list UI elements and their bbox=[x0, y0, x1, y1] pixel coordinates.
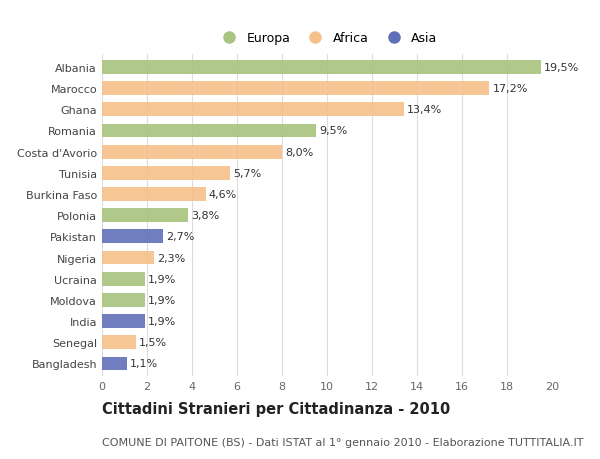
Text: 2,7%: 2,7% bbox=[166, 232, 194, 242]
Text: 1,9%: 1,9% bbox=[148, 274, 176, 284]
Text: 2,3%: 2,3% bbox=[157, 253, 185, 263]
Text: 1,9%: 1,9% bbox=[148, 295, 176, 305]
Text: 1,9%: 1,9% bbox=[148, 316, 176, 326]
Bar bbox=[102, 82, 489, 96]
Bar bbox=[102, 251, 154, 265]
Bar bbox=[102, 336, 136, 349]
Text: 9,5%: 9,5% bbox=[319, 126, 347, 136]
Bar bbox=[102, 230, 163, 244]
Bar bbox=[102, 272, 145, 286]
Bar bbox=[102, 146, 282, 159]
Bar bbox=[102, 357, 127, 370]
Text: Cittadini Stranieri per Cittadinanza - 2010: Cittadini Stranieri per Cittadinanza - 2… bbox=[102, 401, 450, 416]
Text: COMUNE DI PAITONE (BS) - Dati ISTAT al 1° gennaio 2010 - Elaborazione TUTTITALIA: COMUNE DI PAITONE (BS) - Dati ISTAT al 1… bbox=[102, 437, 583, 447]
Text: 17,2%: 17,2% bbox=[493, 84, 528, 94]
Text: 3,8%: 3,8% bbox=[191, 211, 219, 221]
Bar bbox=[102, 293, 145, 307]
Text: 1,5%: 1,5% bbox=[139, 337, 167, 347]
Text: 5,7%: 5,7% bbox=[233, 168, 262, 179]
Legend: Europa, Africa, Asia: Europa, Africa, Asia bbox=[217, 33, 437, 45]
Bar bbox=[102, 167, 230, 180]
Text: 8,0%: 8,0% bbox=[286, 147, 314, 157]
Bar bbox=[102, 188, 205, 202]
Text: 4,6%: 4,6% bbox=[209, 190, 237, 200]
Bar bbox=[102, 314, 145, 328]
Text: 13,4%: 13,4% bbox=[407, 105, 442, 115]
Bar bbox=[102, 209, 187, 223]
Bar bbox=[102, 61, 541, 75]
Bar bbox=[102, 124, 316, 138]
Text: 19,5%: 19,5% bbox=[544, 63, 580, 73]
Bar bbox=[102, 103, 404, 117]
Text: 1,1%: 1,1% bbox=[130, 358, 158, 369]
